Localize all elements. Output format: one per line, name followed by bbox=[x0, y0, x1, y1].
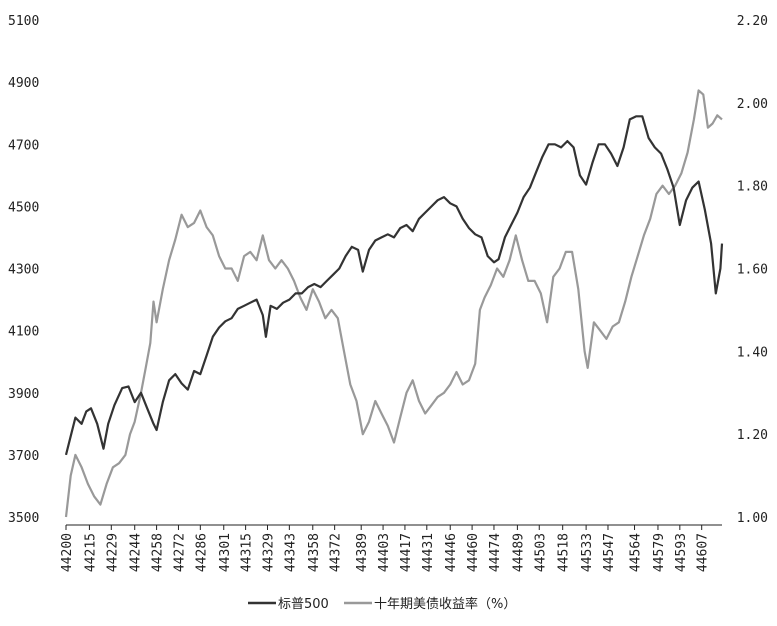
legend: 标普500 十年期美债收益率（%） bbox=[248, 596, 516, 612]
left-y-tick-label: 3900 bbox=[8, 387, 39, 402]
x-tick-label: 44460 bbox=[466, 533, 481, 572]
right-y-tick-label: 1.00 bbox=[737, 511, 768, 526]
legend-label: 十年期美债收益率（%） bbox=[374, 596, 516, 612]
series-layer bbox=[64, 89, 724, 518]
right-y-tick-label: 1.60 bbox=[737, 263, 768, 278]
right-y-tick-label: 1.80 bbox=[737, 180, 768, 195]
left-y-tick-label: 3700 bbox=[8, 449, 39, 464]
x-axis: 44200 44215 44229 44244 44258 44272 44286 44301… bbox=[60, 524, 722, 572]
x-tick-label: 44403 bbox=[377, 533, 392, 572]
x-tick-label: 44272 bbox=[172, 533, 187, 572]
x-tick-label: 44329 bbox=[261, 533, 276, 572]
left-y-tick-label: 4700 bbox=[8, 138, 39, 153]
x-tick-label: 44446 bbox=[444, 533, 459, 572]
treasury-yield-line bbox=[64, 89, 723, 518]
x-tick-label: 44607 bbox=[696, 533, 711, 572]
x-tick-label: 44593 bbox=[674, 533, 689, 572]
x-tick-label: 44286 bbox=[194, 533, 209, 572]
right-y-tick-label: 1.40 bbox=[737, 345, 768, 360]
sp500-line bbox=[64, 115, 724, 456]
left-y-tick-label: 4300 bbox=[8, 263, 39, 278]
left-y-tick-label: 4100 bbox=[8, 325, 39, 340]
right-y-tick-label: 2.00 bbox=[737, 97, 768, 112]
x-tick-label: 44489 bbox=[511, 533, 526, 572]
left-y-tick-label: 5100 bbox=[8, 14, 39, 29]
x-tick-label: 44358 bbox=[307, 533, 322, 572]
left-y-tick-label: 4500 bbox=[8, 200, 39, 215]
x-tick-label: 44301 bbox=[218, 533, 233, 572]
x-tick-label: 44200 bbox=[60, 533, 75, 572]
x-tick-label: 44315 bbox=[240, 533, 255, 572]
right-y-tick-label: 1.20 bbox=[737, 428, 768, 443]
x-tick-label: 44533 bbox=[580, 533, 595, 572]
x-tick-label: 44343 bbox=[283, 533, 298, 572]
x-tick-label: 44547 bbox=[602, 533, 617, 572]
left-y-axis: 3500 3700 3900 4100 4300 4500 4700 4900 5100 bbox=[8, 14, 39, 526]
x-tick-label: 44417 bbox=[399, 533, 414, 572]
left-y-tick-label: 3500 bbox=[8, 511, 39, 526]
x-tick-label: 44474 bbox=[488, 533, 503, 572]
left-y-tick-label: 4900 bbox=[8, 76, 39, 91]
x-tick-label: 44564 bbox=[629, 533, 644, 572]
x-tick-label: 44258 bbox=[151, 533, 166, 572]
x-tick-label: 44389 bbox=[355, 533, 370, 572]
x-tick-label: 44229 bbox=[105, 533, 120, 572]
x-tick-label: 44215 bbox=[83, 533, 98, 572]
x-tick-label: 44518 bbox=[557, 533, 572, 572]
x-tick-label: 44372 bbox=[329, 533, 344, 572]
right-y-axis: 1.00 1.20 1.40 1.60 1.80 2.00 2.20 bbox=[737, 14, 768, 526]
x-tick-label: 44579 bbox=[652, 533, 667, 572]
right-y-tick-label: 2.20 bbox=[737, 14, 768, 29]
legend-label: 标普500 bbox=[278, 597, 329, 612]
x-tick-label: 44244 bbox=[129, 533, 144, 572]
x-tick-label: 44503 bbox=[533, 533, 548, 572]
x-tick-label: 44431 bbox=[421, 533, 436, 572]
